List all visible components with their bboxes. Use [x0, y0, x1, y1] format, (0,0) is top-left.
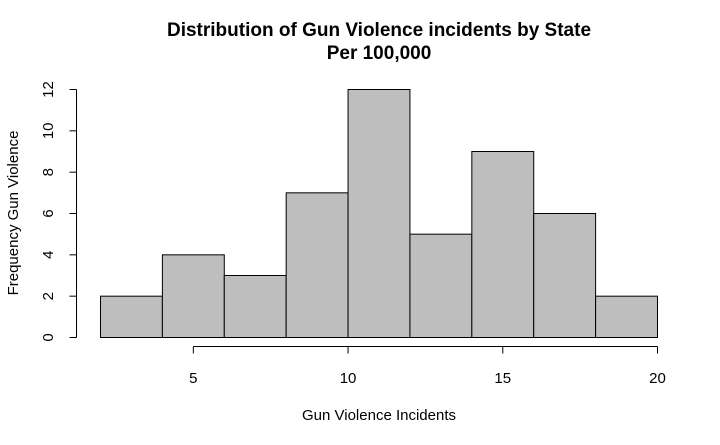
x-axis-label: Gun Violence Incidents	[302, 407, 456, 424]
x-tick-label: 20	[649, 370, 666, 387]
y-axis: 0 2 4 6 8 10 12	[40, 81, 77, 342]
x-axis: 5 10 15 20	[189, 346, 666, 387]
chart-title: Distribution of Gun Violence incidents b…	[167, 20, 591, 41]
y-tick-label: 2	[40, 292, 57, 300]
bar-12-14	[409, 233, 473, 339]
bar-2-4	[100, 295, 163, 338]
y-tick-label: 12	[40, 81, 57, 98]
x-tick-label: 5	[189, 370, 197, 387]
y-tick-label: 8	[40, 168, 57, 176]
chart-subtitle: Per 100,000	[327, 43, 432, 64]
bar-4-6	[161, 254, 225, 338]
bar-6-8	[223, 275, 287, 338]
y-tick-label: 4	[40, 251, 57, 259]
y-tick-label: 0	[40, 333, 57, 341]
bar-18-20	[595, 295, 658, 338]
bar-16-18	[533, 213, 597, 338]
x-tick-label: 10	[340, 370, 357, 387]
bar-8-10	[285, 192, 349, 338]
bar-14-16	[471, 151, 535, 338]
x-tick-label: 15	[494, 370, 511, 387]
bar-10-12	[347, 89, 411, 338]
y-axis-label: Frequency Gun Violence	[5, 131, 22, 296]
y-tick-label: 10	[40, 122, 57, 139]
y-tick-label: 6	[40, 209, 57, 217]
bars-group	[100, 89, 658, 339]
